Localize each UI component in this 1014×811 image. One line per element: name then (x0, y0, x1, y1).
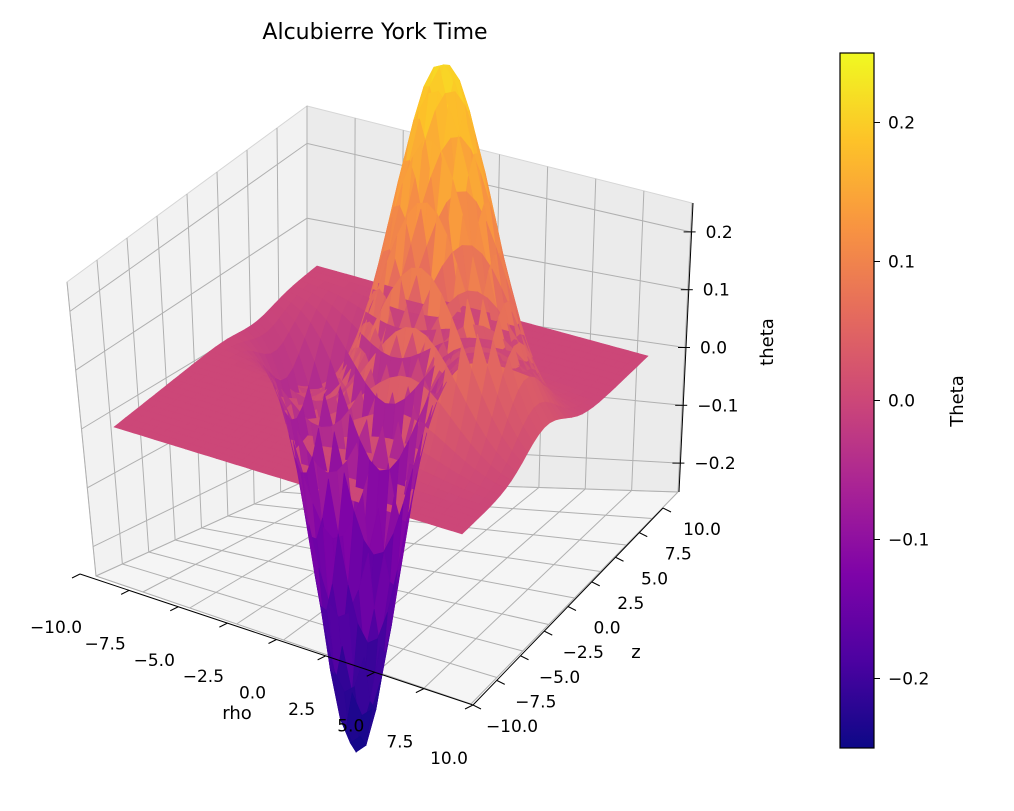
x-tick-label: −2.5 (183, 667, 224, 687)
z-tick-label: 0.2 (706, 223, 733, 243)
x-tick-mark (317, 655, 326, 661)
x-tick-label: −10.0 (30, 618, 82, 638)
chart-title: Alcubierre York Time (262, 20, 487, 45)
y-tick-mark (567, 606, 577, 611)
y-tick-label: 2.5 (617, 594, 644, 614)
colorbar-label: Theta (947, 375, 968, 428)
colorbar-gradient (839, 52, 875, 749)
x-tick-label: −5.0 (134, 651, 175, 671)
x-tick-label: 2.5 (288, 700, 315, 720)
x-tick-mark (219, 622, 228, 628)
z-tick-label: −0.1 (697, 396, 738, 416)
y-tick-label: 7.5 (665, 545, 692, 565)
x-tick-mark (366, 671, 375, 677)
z-tick-label: 0.1 (703, 281, 730, 301)
y-tick-label: −10.0 (486, 717, 538, 737)
y-tick-mark (615, 556, 624, 562)
y-tick-mark (544, 630, 553, 636)
grid-line-z (69, 142, 691, 312)
grid-line-y (227, 515, 601, 572)
z-tick-label: −0.2 (694, 454, 735, 474)
y-tick-label: −5.0 (539, 668, 580, 688)
surface-facet (560, 406, 578, 418)
y-tick-mark (472, 704, 482, 710)
colorbar-tick-label: 0.0 (888, 392, 915, 412)
y-tick-mark (520, 655, 529, 661)
colorbar-tick-label: −0.2 (888, 670, 929, 690)
x-tick-mark (120, 589, 130, 595)
colorbar: 0.2 0.1 0.0 −0.1 −0.2 Theta (839, 52, 968, 749)
colorbar-tick-label: 0.1 (888, 253, 915, 273)
axes-3d: −10.0−7.5−5.0−2.50.02.55.07.510.0 −10.0−… (30, 64, 778, 769)
y-tick-label: 0.0 (593, 619, 620, 639)
x-tick-label: 7.5 (386, 733, 413, 753)
x-tick-mark (415, 688, 425, 694)
y-tick-mark (496, 679, 505, 685)
colorbar-tick-label: 0.2 (888, 114, 915, 134)
grid-line-y (95, 575, 472, 705)
surface-plot (113, 64, 649, 754)
y-tick-mark (662, 507, 672, 513)
x-tick-mark (268, 639, 277, 644)
x-tick-mark (71, 573, 81, 579)
surface-facet (349, 735, 367, 753)
x-tick-label: −7.5 (84, 634, 125, 654)
x-tick-label: 5.0 (337, 716, 364, 736)
grid-line-z (75, 217, 688, 371)
z-tick-label: 0.0 (700, 339, 727, 359)
y-tick-label: 10.0 (683, 520, 721, 540)
x-tick-mark (170, 606, 179, 612)
y-tick-mark (591, 581, 600, 587)
colorbar-tick-label: −0.1 (888, 531, 929, 551)
y-tick-label: 5.0 (641, 569, 668, 589)
y-tick-label: −7.5 (515, 692, 556, 712)
z-ticks: −0.2 −0.1 0.0 0.1 0.2 (672, 223, 738, 474)
x-tick-label: 10.0 (430, 749, 468, 769)
surface-facet (451, 525, 469, 535)
x-tick-mark (464, 704, 474, 710)
y-ticks: −10.0 −7.5 −5.0 −2.5 0.0 2.5 5.0 7.5 10.0 (472, 507, 721, 737)
y-tick-mark (639, 532, 648, 538)
grid-line-y (122, 563, 498, 678)
x-tick-label: 0.0 (239, 684, 266, 704)
x-ticks: −10.0−7.5 −5.0 −2.5 0.0 2.5 5.0 7.5 10.0 (30, 573, 474, 769)
x-axis-label: rho (222, 703, 252, 724)
z-axis-label: theta (757, 318, 778, 366)
y-axis-label: z (631, 642, 640, 663)
y-tick-label: −2.5 (563, 643, 604, 663)
colorbar-ticks: 0.2 0.1 0.0 −0.1 −0.2 (874, 114, 929, 690)
